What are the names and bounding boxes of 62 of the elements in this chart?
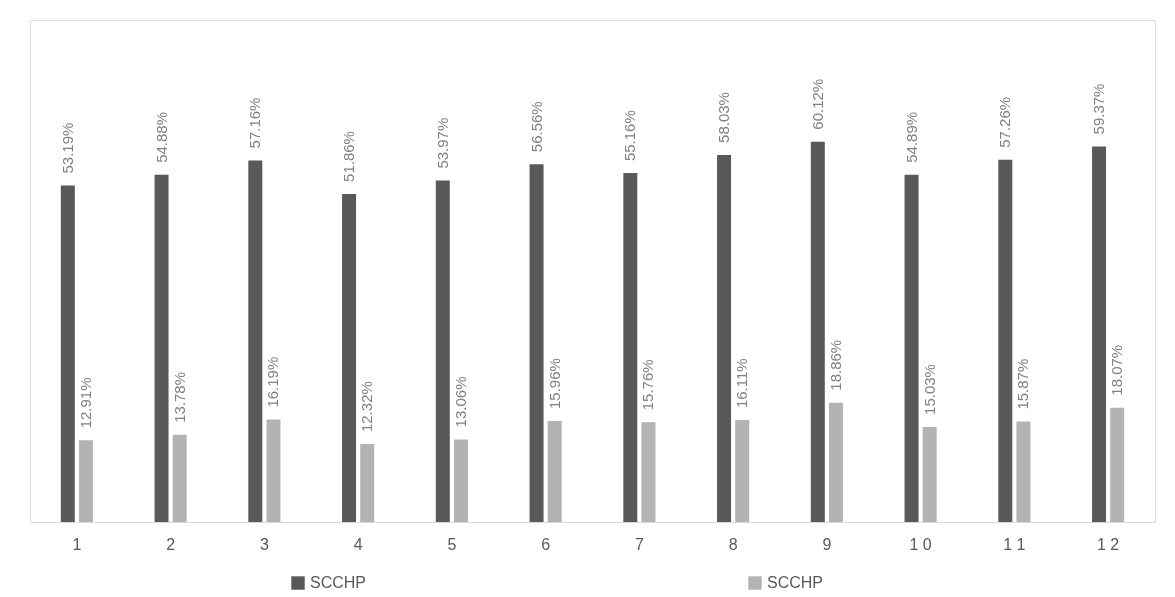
data-label: 54.89% [902,111,920,163]
bar [922,426,937,522]
data-label: 12.32% [358,381,376,433]
x-tick-label: 6 [541,535,551,553]
bar [1110,407,1125,522]
bar [154,174,169,522]
bar [435,180,450,522]
bar [547,421,562,522]
bar [78,440,93,522]
bar [342,193,357,522]
x-tick-label: 1 [72,535,82,553]
bar [828,402,843,522]
x-tick-label: 9 [822,535,832,553]
data-label: 60.12% [808,78,826,130]
data-label: 15.76% [639,359,657,411]
legend-label: SCCHP [767,574,824,591]
data-label: 58.03% [715,92,733,143]
legend-label: SCCHP [310,574,367,591]
data-label: 57.26% [996,96,1014,148]
data-label: 16.19% [264,356,282,408]
data-label: 57.16% [246,97,264,149]
data-label: 12.91% [76,377,94,429]
bar [360,444,375,522]
x-tick-label: 1 2 [1097,535,1120,553]
x-tick-label: 2 [166,535,176,553]
x-tick-label: 4 [353,535,363,553]
data-label: 13.06% [451,376,469,428]
x-tick-label: 7 [634,535,644,553]
bar [717,154,732,522]
data-label: 55.16% [621,110,639,162]
data-label: 53.97% [433,117,451,169]
bar [623,173,638,522]
data-label: 15.03% [920,364,938,415]
bar [248,160,263,522]
bar [998,159,1013,522]
bar [60,185,75,522]
bar [529,164,544,522]
x-tick-label: 1 1 [1003,535,1026,553]
bar [1016,421,1031,522]
data-label: 56.56% [527,101,545,153]
x-tick-label: 1 0 [909,535,932,553]
data-label: 15.96% [545,358,563,410]
bar [172,434,187,522]
bar [641,422,656,522]
x-tick-label: 3 [259,535,269,553]
data-label: 51.86% [340,131,358,182]
data-label: 54.88% [152,111,170,163]
x-tick-label: 5 [447,535,457,553]
data-label: 16.11% [733,358,751,409]
data-label: 18.86% [826,339,844,391]
data-label: 15.87% [1014,358,1032,410]
bar [453,439,468,522]
bar [1092,146,1107,522]
data-label: 59.37% [1090,83,1108,135]
data-label: 53.19% [58,122,76,174]
bar [735,420,750,522]
bar [904,174,919,522]
x-tick-label: 8 [728,535,738,553]
bar [266,419,281,522]
data-label: 18.07% [1108,344,1126,396]
bar [810,141,825,522]
data-label: 13.78% [170,371,188,423]
